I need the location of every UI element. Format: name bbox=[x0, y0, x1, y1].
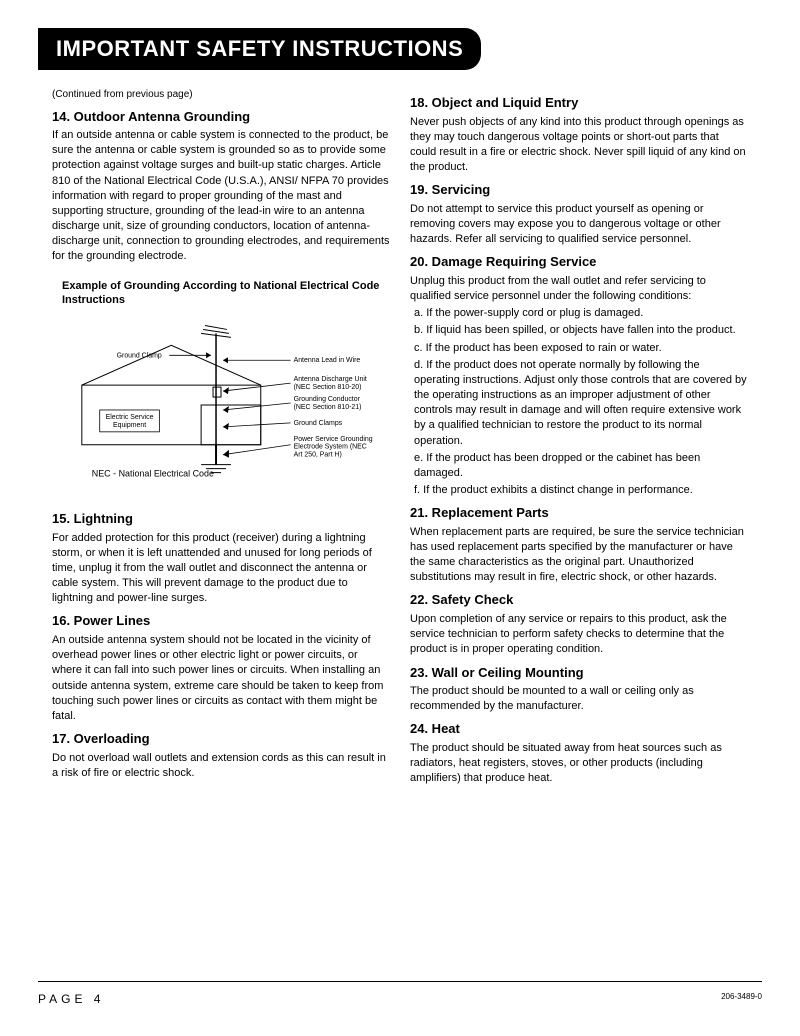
heading-16: 16. Power Lines bbox=[52, 612, 390, 630]
heading-24: 24. Heat bbox=[410, 720, 748, 738]
text-20c: c. If the product has been exposed to ra… bbox=[410, 341, 748, 356]
document-code: 206-3489-0 bbox=[721, 992, 762, 1006]
left-column: (Continued from previous page) 14. Outdo… bbox=[52, 88, 390, 789]
page-banner: IMPORTANT SAFETY INSTRUCTIONS bbox=[38, 28, 481, 70]
label-power-line2: Electrode System (NEC bbox=[294, 444, 367, 451]
label-conductor-line1: Grounding Conductor bbox=[294, 396, 361, 403]
diagram-svg: Ground Clamp Antenna Lead in Wire Antenn… bbox=[52, 315, 390, 495]
content-columns: (Continued from previous page) 14. Outdo… bbox=[38, 88, 762, 789]
text-20d: d. If the product does not operate norma… bbox=[410, 358, 748, 449]
page-number: PAGE 4 bbox=[38, 992, 104, 1006]
heading-17: 17. Overloading bbox=[52, 730, 390, 748]
diagram-title: Example of Grounding According to Nation… bbox=[52, 279, 390, 308]
right-column: 18. Object and Liquid Entry Never push o… bbox=[410, 88, 748, 789]
page-footer: PAGE 4 206-3489-0 bbox=[38, 981, 762, 1006]
heading-21: 21. Replacement Parts bbox=[410, 504, 748, 522]
text-20a: a. If the power-supply cord or plug is d… bbox=[410, 306, 748, 321]
text-20b: b. If liquid has been spilled, or object… bbox=[410, 323, 748, 338]
label-power-line3: Art 250, Part H) bbox=[294, 452, 342, 459]
label-conductor-line2: (NEC Section 810-21) bbox=[294, 404, 362, 411]
text-16: An outside antenna system should not be … bbox=[52, 633, 390, 724]
text-19: Do not attempt to service this product y… bbox=[410, 202, 748, 248]
continued-note: (Continued from previous page) bbox=[52, 88, 390, 102]
text-20-intro: Unplug this product from the wall outlet… bbox=[410, 274, 748, 304]
heading-22: 22. Safety Check bbox=[410, 591, 748, 609]
label-nec: NEC - National Electrical Code bbox=[92, 469, 214, 479]
text-22: Upon completion of any service or repair… bbox=[410, 612, 748, 658]
label-electric-line2: Equipment bbox=[113, 422, 146, 429]
text-20e: e. If the product has been dropped or th… bbox=[410, 451, 748, 481]
label-ground-clamps: Ground Clamps bbox=[294, 420, 343, 427]
label-power-line1: Power Service Grounding bbox=[294, 436, 373, 443]
heading-20: 20. Damage Requiring Service bbox=[410, 253, 748, 271]
text-14: If an outside antenna or cable system is… bbox=[52, 128, 390, 265]
text-18: Never push objects of any kind into this… bbox=[410, 115, 748, 176]
label-discharge-line2: (NEC Section 810-20) bbox=[294, 384, 362, 391]
grounding-diagram: Example of Grounding According to Nation… bbox=[52, 279, 390, 500]
heading-19: 19. Servicing bbox=[410, 181, 748, 199]
text-15: For added protection for this product (r… bbox=[52, 531, 390, 607]
label-discharge-line1: Antenna Discharge Unit bbox=[294, 376, 367, 383]
heading-14: 14. Outdoor Antenna Grounding bbox=[52, 108, 390, 126]
text-17: Do not overload wall outlets and extensi… bbox=[52, 751, 390, 781]
text-21: When replacement parts are required, be … bbox=[410, 525, 748, 586]
heading-23: 23. Wall or Ceiling Mounting bbox=[410, 664, 748, 682]
text-20f: f. If the product exhibits a distinct ch… bbox=[410, 483, 748, 498]
label-antenna-lead: Antenna Lead in Wire bbox=[294, 357, 361, 364]
text-23: The product should be mounted to a wall … bbox=[410, 684, 748, 714]
heading-15: 15. Lightning bbox=[52, 510, 390, 528]
heading-18: 18. Object and Liquid Entry bbox=[410, 94, 748, 112]
text-24: The product should be situated away from… bbox=[410, 741, 748, 787]
label-electric-line1: Electric Service bbox=[106, 414, 154, 421]
label-ground-clamp: Ground Clamp bbox=[117, 352, 162, 359]
